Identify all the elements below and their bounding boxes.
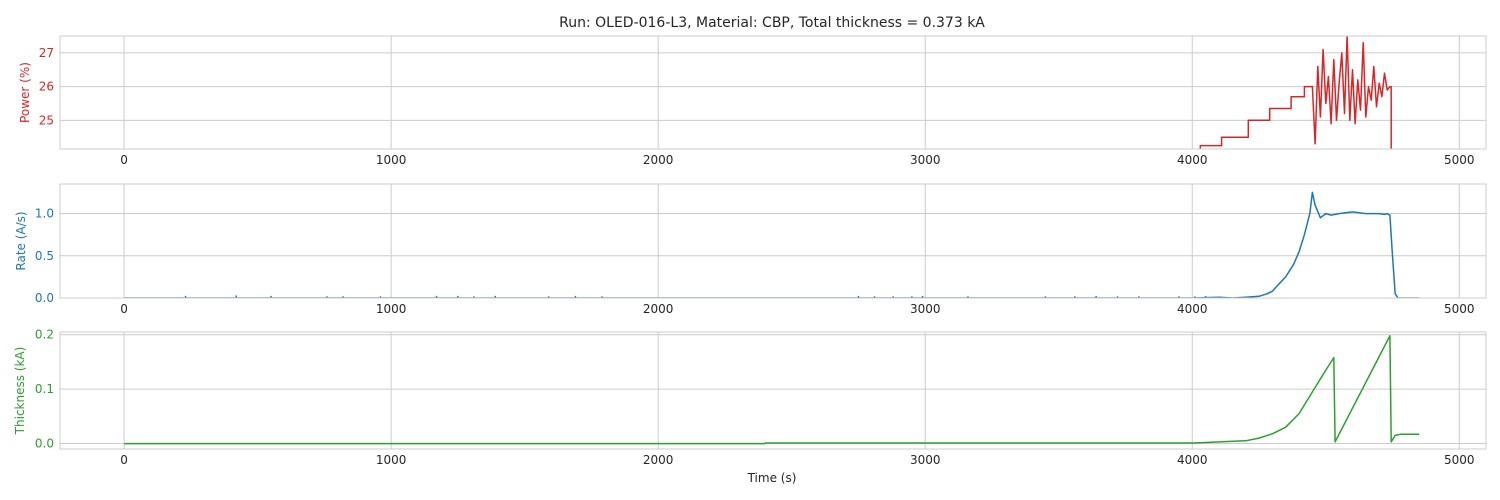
rate-panel: 0 1000 2000 3000 4000 5000 0.0 0.5 1.0 Rate (A/… [14,183,1487,316]
thickness-frame [59,331,1487,450]
thickness-y-tick-label: 0.0 [35,437,54,451]
thickness-y-tick-labels: 0.0 0.1 0.2 [35,328,54,451]
thickness-x-tick-label: 0 [120,453,128,467]
thickness-y-tick-label: 0.1 [35,382,54,396]
power-x-tick-label: 3000 [910,153,941,167]
rate-x-tick-label: 3000 [910,302,941,316]
rate-x-tick-label: 1000 [376,302,407,316]
rate-y-axis-label: Rate (A/s) [14,211,28,270]
rate-y-tick-label: 1.0 [35,207,54,221]
rate-x-tick-label: 5000 [1444,302,1475,316]
rate-y-tick-label: 0.0 [35,291,54,305]
power-y-tick-label: 25 [39,113,54,127]
x-axis-label: Time (s) [747,471,797,485]
power-series-line [1199,36,1392,149]
rate-x-tick-label: 0 [120,302,128,316]
thickness-marks [124,335,1420,445]
power-x-tick-label: 2000 [643,153,674,167]
power-panel: 0 1000 2000 3000 4000 5000 25 26 27 Power (%) [18,35,1487,167]
thickness-x-tick-label: 3000 [910,453,941,467]
rate-plot-area [60,184,1486,298]
power-x-tick-label: 0 [120,153,128,167]
thickness-series-line [124,335,1420,445]
power-frame [59,35,1487,150]
power-y-tick-label: 26 [39,80,54,94]
thickness-x-tick-label: 2000 [643,453,674,467]
thickness-panel: 0 1000 2000 3000 4000 5000 0.0 0.1 0.2 Thicknes… [13,328,1487,467]
rate-frame [59,183,1487,299]
power-y-tick-label: 27 [39,46,54,60]
thickness-x-tick-labels: 0 1000 2000 3000 4000 5000 [120,453,1474,467]
power-x-tick-label: 1000 [376,153,407,167]
rate-y-tick-labels: 0.0 0.5 1.0 [35,207,54,305]
rate-x-tick-label: 2000 [643,302,674,316]
power-x-tick-labels: 0 1000 2000 3000 4000 5000 [120,153,1474,167]
rate-y-tick-label: 0.5 [35,249,54,263]
thickness-y-axis-label: Thickness (kA) [13,347,27,436]
thickness-x-tick-label: 5000 [1444,453,1475,467]
rate-series-line [124,191,1420,298]
thickness-x-tick-label: 1000 [376,453,407,467]
rate-x-tick-label: 4000 [1177,302,1208,316]
thickness-plot-area [60,332,1486,449]
chart-title: Run: OLED-016-L3, Material: CBP, Total t… [559,15,985,31]
power-y-axis-label: Power (%) [18,62,32,123]
power-y-tick-labels: 25 26 27 [39,46,54,127]
rate-x-tick-labels: 0 1000 2000 3000 4000 5000 [120,302,1474,316]
power-x-tick-label: 5000 [1444,153,1475,167]
thickness-x-tick-label: 4000 [1177,453,1208,467]
power-x-tick-label: 4000 [1177,153,1208,167]
thickness-y-tick-label: 0.2 [35,328,54,342]
power-marks [1199,36,1392,149]
